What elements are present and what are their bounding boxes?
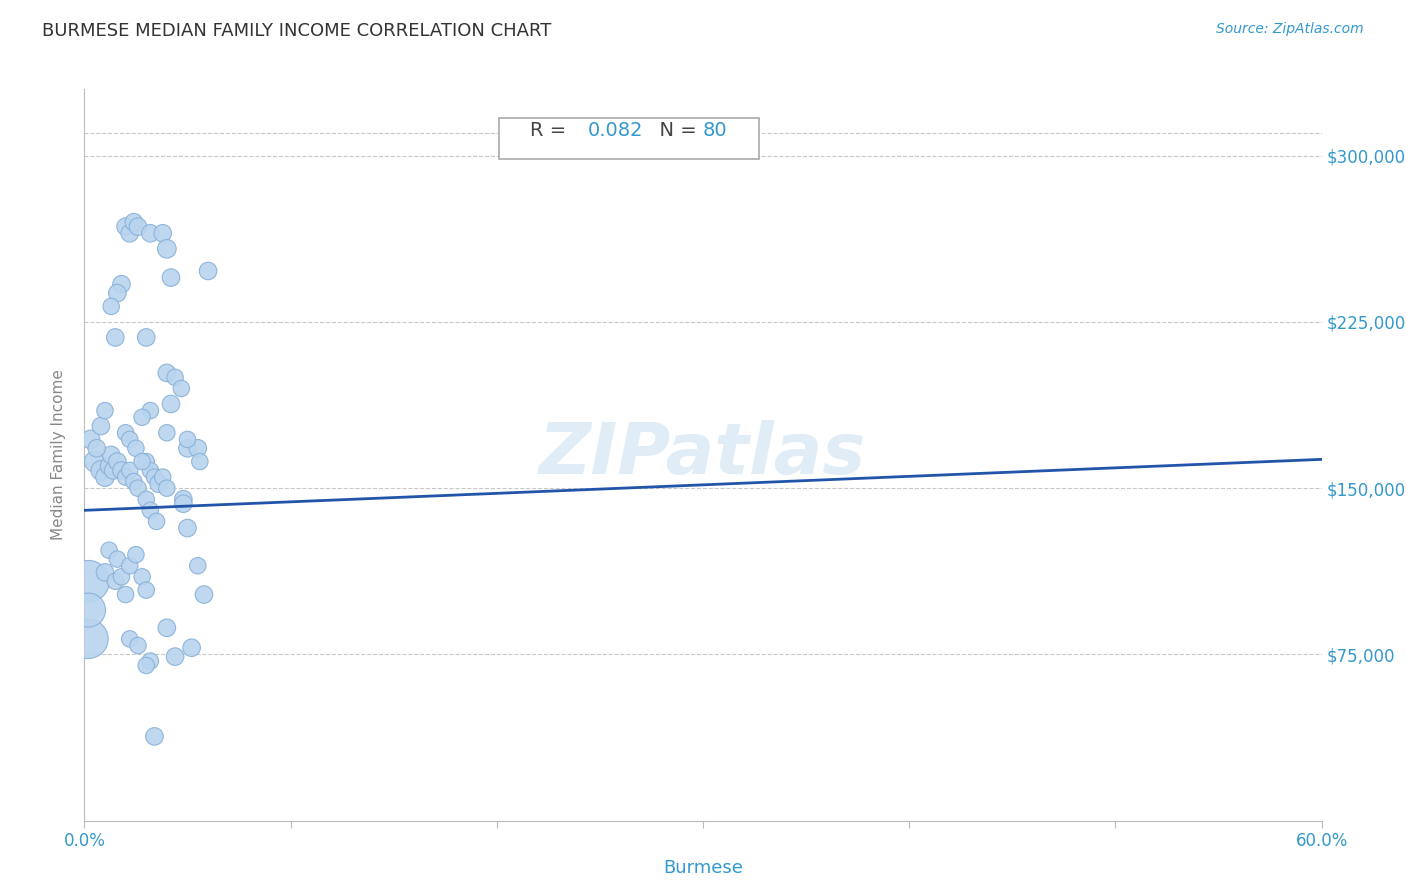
Point: [125, 548, 148, 562]
Point: [114, 425, 136, 440]
Point: [156, 425, 179, 440]
Point: [148, 476, 170, 491]
Point: [193, 588, 215, 602]
Point: [165, 370, 187, 384]
Text: Source: ZipAtlas.com: Source: ZipAtlas.com: [1216, 22, 1364, 37]
Point: [105, 454, 128, 468]
Point: [98, 543, 121, 558]
Point: [103, 463, 125, 477]
Point: [152, 227, 174, 241]
X-axis label: Burmese: Burmese: [664, 859, 742, 877]
Point: [118, 433, 141, 447]
Point: [170, 381, 193, 395]
Point: [135, 330, 157, 344]
Text: ZIPatlas: ZIPatlas: [540, 420, 866, 490]
Point: [83, 454, 105, 468]
Point: [152, 470, 174, 484]
Point: [105, 286, 128, 301]
Point: [143, 730, 166, 744]
Point: [86, 442, 108, 456]
Point: [125, 442, 148, 456]
Point: [118, 463, 141, 477]
Point: [110, 277, 132, 292]
Point: [94, 403, 117, 417]
Point: [100, 300, 122, 314]
Point: [110, 570, 132, 584]
Point: [139, 654, 162, 668]
Point: [176, 433, 198, 447]
Point: [118, 227, 141, 241]
Point: [135, 454, 157, 468]
Point: [100, 448, 122, 462]
Point: [139, 227, 162, 241]
Point: [156, 242, 179, 256]
Point: [122, 475, 145, 489]
Point: [90, 463, 112, 477]
Point: [139, 403, 162, 417]
Point: [131, 410, 153, 425]
Point: [180, 640, 202, 655]
Point: [77, 603, 100, 617]
Point: [104, 574, 127, 589]
Point: [197, 264, 219, 278]
Point: [127, 219, 149, 234]
Point: [156, 621, 179, 635]
Point: [156, 366, 179, 380]
Point: [188, 454, 211, 468]
Point: [127, 481, 149, 495]
Point: [143, 470, 166, 484]
Point: [165, 649, 187, 664]
Point: [187, 442, 209, 456]
Y-axis label: Median Family Income: Median Family Income: [51, 369, 66, 541]
Point: [105, 552, 128, 566]
Point: [127, 639, 149, 653]
Point: [114, 219, 136, 234]
Point: [79, 433, 101, 447]
Text: BURMESE MEDIAN FAMILY INCOME CORRELATION CHART: BURMESE MEDIAN FAMILY INCOME CORRELATION…: [42, 22, 551, 40]
Point: [187, 558, 209, 573]
Point: [160, 270, 183, 285]
Point: [131, 570, 153, 584]
Point: [114, 588, 136, 602]
Text: N =: N =: [647, 121, 703, 140]
Point: [114, 470, 136, 484]
Point: [77, 632, 100, 646]
Point: [94, 470, 117, 484]
Point: [172, 497, 194, 511]
Point: [90, 419, 112, 434]
Point: [135, 492, 157, 507]
Text: 80: 80: [703, 121, 728, 140]
Point: [139, 463, 162, 477]
Point: [110, 463, 132, 477]
FancyBboxPatch shape: [499, 119, 759, 159]
Point: [160, 397, 183, 411]
Point: [104, 330, 127, 344]
Point: [77, 574, 100, 589]
Point: [145, 515, 167, 529]
Point: [122, 215, 145, 229]
Text: 0.082: 0.082: [588, 121, 644, 140]
Point: [131, 454, 153, 468]
Point: [135, 583, 157, 598]
Point: [172, 492, 194, 507]
Point: [118, 632, 141, 646]
Point: [156, 481, 179, 495]
Point: [139, 503, 162, 517]
Point: [94, 566, 117, 580]
Point: [135, 658, 157, 673]
Point: [98, 458, 121, 473]
Text: R =: R =: [530, 121, 572, 140]
Point: [118, 558, 141, 573]
Point: [176, 521, 198, 535]
Point: [176, 442, 198, 456]
